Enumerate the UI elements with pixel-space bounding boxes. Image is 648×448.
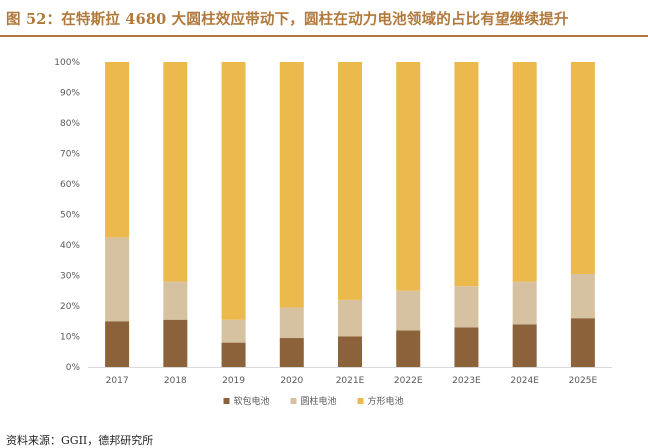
bar-segment-soft_pack (396, 330, 421, 367)
bar-segment-soft_pack (279, 338, 304, 367)
bar-segment-soft_pack (512, 324, 537, 367)
y-tick-label: 50% (60, 211, 80, 221)
y-tick-label: 0% (66, 363, 81, 373)
bar-segment-prismatic (163, 62, 188, 282)
x-tick-label: 2019 (222, 376, 245, 386)
y-tick-label: 40% (60, 241, 80, 251)
bar-segment-cylindrical (221, 319, 246, 343)
y-axis: 0% 10% 20% 30% 40% 50% 60% 70% 80% 90% 100% (54, 58, 80, 373)
bar-segment-prismatic (396, 62, 421, 291)
source-note: 资料来源：GGII，德邦研究所 (6, 434, 154, 447)
x-tick-label: 2017 (106, 376, 129, 386)
bar-segment-cylindrical (454, 286, 479, 328)
y-tick-label: 10% (60, 333, 80, 343)
y-tick-label: 60% (60, 180, 80, 190)
bar-segment-cylindrical (396, 290, 421, 331)
bar-segment-cylindrical (279, 307, 304, 339)
x-tick-label: 2020 (280, 376, 303, 386)
legend-swatch-prismatic (357, 398, 364, 404)
bar-segment-prismatic (221, 62, 246, 320)
x-tick-label: 2024E (510, 376, 539, 386)
x-axis: 2017 2018 2019 2020 2021E 2022E 2023E 2024E 2025… (88, 367, 612, 386)
bar-segment-soft_pack (105, 321, 130, 367)
x-tick-label: 2018 (164, 376, 187, 386)
bar-segment-cylindrical (512, 281, 537, 325)
bar-segment-soft_pack (221, 342, 246, 367)
x-tick-label: 2021E (336, 376, 365, 386)
figure-title: 图 52：在特斯拉 4680 大圆柱效应带动下，圆柱在动力电池领域的占比有望继续… (6, 11, 569, 28)
y-tick-label: 80% (60, 119, 80, 129)
y-tick-label: 90% (60, 89, 80, 99)
bar-segment-soft_pack (163, 319, 188, 367)
legend-swatch-cylindrical (290, 398, 297, 404)
legend-label: 方形电池 (368, 395, 404, 407)
y-tick-label: 30% (60, 272, 80, 282)
legend-label: 圆柱电池 (301, 395, 337, 407)
legend: 软包电池 圆柱电池 方形电池 (223, 395, 404, 407)
bar-segment-soft_pack (570, 318, 595, 367)
y-tick-label: 70% (60, 150, 80, 160)
bar-segment-cylindrical (105, 237, 130, 322)
legend-label: 软包电池 (234, 395, 270, 407)
bar-segment-prismatic (512, 62, 537, 282)
y-tick-label: 20% (60, 302, 80, 312)
bar-segment-cylindrical (338, 299, 362, 337)
bar-segment-cylindrical (163, 281, 188, 320)
x-tick-label: 2022E (394, 376, 423, 386)
bar-segment-soft_pack (454, 327, 479, 367)
bar-segment-prismatic (279, 62, 304, 308)
bar-segment-prismatic (338, 62, 362, 300)
bar-segment-cylindrical (570, 273, 595, 319)
title-divider (0, 35, 648, 37)
bar-segment-prismatic (454, 62, 479, 287)
bar-segment-prismatic (105, 62, 130, 238)
bars (105, 62, 595, 367)
x-tick-label: 2023E (452, 376, 481, 386)
bar-segment-prismatic (570, 62, 595, 274)
y-tick-label: 100% (54, 58, 80, 68)
x-tick-label: 2025E (569, 376, 598, 386)
legend-swatch-soft_pack (223, 398, 230, 404)
bar-segment-soft_pack (338, 336, 362, 367)
